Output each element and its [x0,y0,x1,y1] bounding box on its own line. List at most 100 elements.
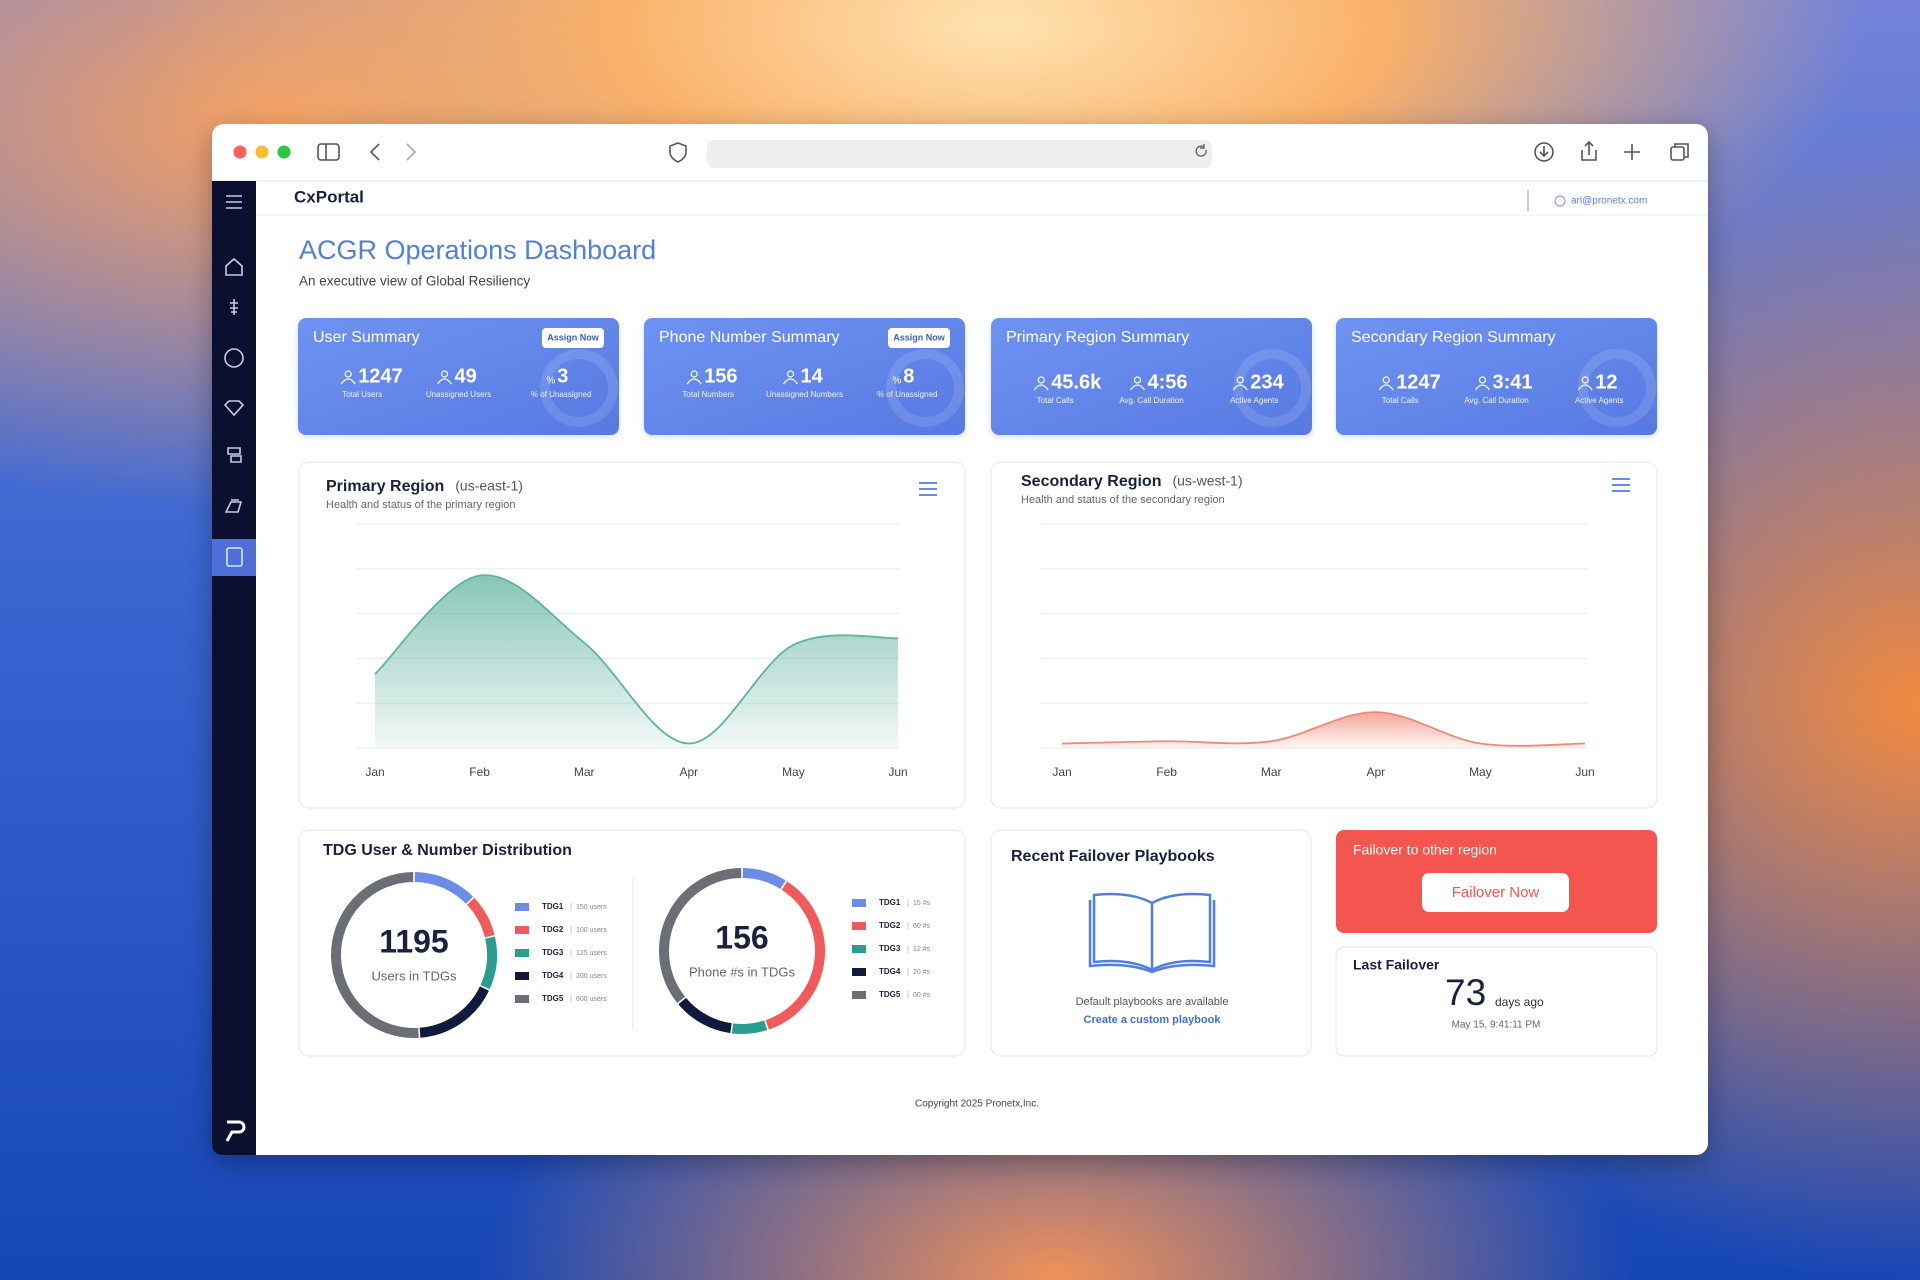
close-button[interactable] [233,145,247,159]
x-tick-label: Jan [1052,765,1071,779]
donut-segment [678,997,732,1034]
stat-icon [1378,384,1394,391]
stat-value: 156 [704,365,737,387]
x-tick-label: Apr [1366,765,1385,779]
downloads-button[interactable] [1534,142,1554,162]
chart-menu[interactable] [919,482,937,496]
stat-icon [1581,376,1589,384]
donut-segment [480,936,497,990]
privacy-icon[interactable] [669,142,687,163]
card-watermark [1233,349,1311,427]
legend-label: TDG5 [879,990,901,999]
last-failover-timestamp: May 15, 9:41:11 PM [1452,1020,1541,1031]
assign-button[interactable] [888,328,950,348]
stat-prefix: % [892,376,901,387]
legend-swatch [515,949,529,957]
card-watermark [1578,349,1656,427]
legend-label: TDG3 [542,948,564,957]
last-failover-value: 73 [1445,972,1486,1013]
playbooks-link[interactable]: Create a custom playbook [1084,1014,1222,1026]
nav-reports[interactable] [224,499,243,513]
nav-security[interactable] [223,400,245,417]
donut-center-value: 156 [715,919,768,955]
donut-segment [765,881,825,1030]
x-tick-label: Apr [679,765,698,779]
nav-phone[interactable] [230,299,238,315]
chart-title: Secondary Region [1021,473,1161,490]
stat-icon [440,370,449,378]
legend-swatch [852,922,866,930]
legend-label: TDG5 [542,994,564,1003]
sidebar [212,181,256,1155]
assign-button-label: Assign Now [547,332,600,342]
stat-value: 3:41 [1493,371,1533,393]
minimize-button[interactable] [255,145,269,159]
share-button[interactable] [1581,140,1597,161]
stat-icon [1133,376,1142,384]
assign-button[interactable] [542,328,604,348]
nav-home[interactable] [225,257,243,276]
area-line [1061,711,1586,747]
sidebar-toggle[interactable] [317,143,340,161]
stat-icon [1130,384,1145,391]
user-email[interactable]: ari@pronetx.com [1571,196,1647,207]
donut-segment [414,872,474,904]
sidebar-icons [223,195,245,513]
donut-segment [659,868,742,1003]
stat-icon [1037,376,1045,384]
legend-swatch [852,945,866,953]
nav-routing[interactable] [227,447,242,463]
legend-label: TDG4 [879,967,901,976]
stat-icon [1033,384,1049,391]
legend-value: 600 users [576,996,607,1003]
nav-support[interactable] [224,348,244,368]
stat-icon [1382,376,1390,384]
legend-swatch [515,926,529,934]
stat-icon [690,370,698,378]
area-line [374,574,899,745]
playbooks-title: Recent Failover Playbooks [1011,848,1215,865]
new-tab-button[interactable] [1624,144,1640,160]
zoom-button[interactable] [277,145,291,159]
legend-label: TDG1 [879,898,901,907]
x-tick-label: Mar [574,765,595,779]
chart-region: (us-west-1) [1172,473,1242,489]
stat-icon [1236,376,1244,384]
x-tick-label: May [1469,765,1492,779]
donut-segment [742,868,786,890]
legend-swatch [852,968,866,976]
stat-value: 12 [1595,371,1617,393]
stat-icon [344,370,352,378]
stat-label: Active Agents [1575,396,1623,405]
chart-menu[interactable] [1612,478,1630,492]
reload-button[interactable] [1195,144,1207,157]
stat-label: Unassigned Numbers [766,390,843,399]
logo: CxPortal [294,187,364,206]
summary-card-title: Phone Number Summary [659,329,840,346]
legend-swatch [852,991,866,999]
summary-card [644,318,965,435]
stat-value: 1247 [358,365,403,387]
stat-icon [1232,384,1248,391]
legend-swatch [852,899,866,907]
stat-label: Total Calls [1382,396,1419,405]
forward-button[interactable] [406,143,417,161]
primary-region-card [298,461,966,809]
failover-button-label[interactable]: Failover Now [1452,884,1540,901]
tabs-button[interactable] [1670,146,1685,161]
address-bar[interactable] [707,140,1212,168]
stat-icon [1478,376,1487,384]
stat-label: Avg. Call Duration [1464,396,1528,405]
legend-swatch [515,903,529,911]
x-tick-label: Jun [888,765,907,779]
stat-label: % of Unassigned [877,390,937,399]
failover-button[interactable] [1422,873,1569,912]
stat-value: 234 [1250,371,1284,393]
nav-dashboard[interactable] [226,547,243,567]
donut-segment [330,872,419,1038]
menu-button[interactable] [226,195,242,209]
summary-card-title: User Summary [313,329,420,346]
x-tick-label: Feb [469,765,490,779]
legend-label: TDG4 [542,971,564,980]
back-button[interactable] [369,143,380,161]
